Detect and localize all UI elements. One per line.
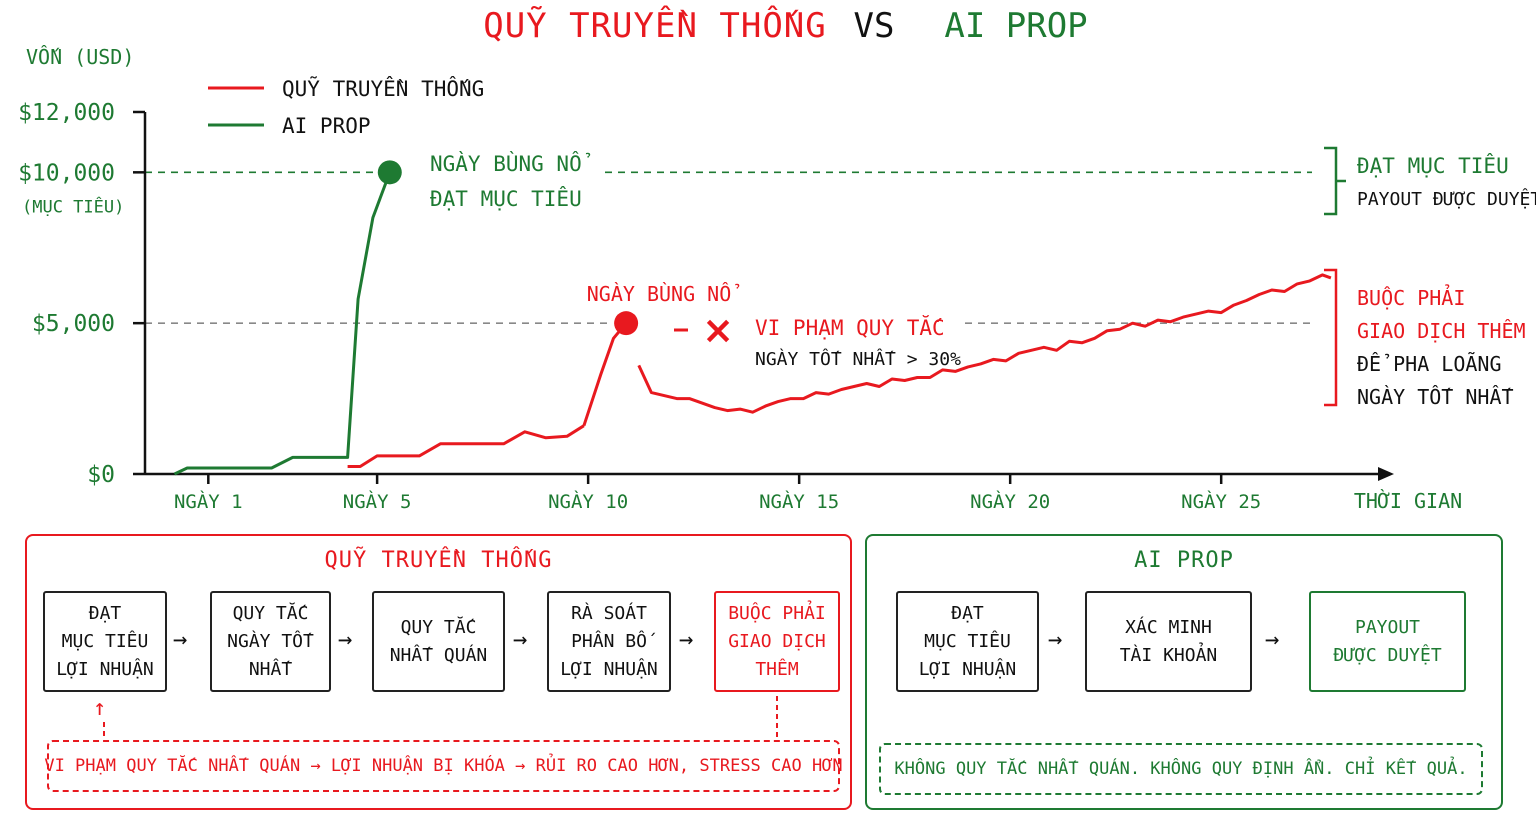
capital-chart: QUỸ TRUYỀN THỐNG VS AI PROP VỐN (USD) TH… — [18, 5, 1536, 513]
traditional-panel: QUỸ TRUYỀN THỐNG ĐẠT MỤC TIÊU LỢI NHUẬN … — [25, 534, 852, 810]
traditional-burst-point — [614, 311, 639, 336]
arrow-right-icon: → — [513, 625, 528, 653]
arrow-right-icon: → — [1265, 625, 1280, 653]
x-axis-arrowhead — [1378, 467, 1394, 481]
red-bracket — [1324, 268, 1338, 407]
y-tick-label: $0 — [87, 462, 115, 488]
violation-subannotation: NGÀY TỐT NHẤT > 30% — [755, 348, 961, 370]
y-tick-label: $10,000 — [18, 160, 115, 186]
y-axis-label: VỐN (USD) — [26, 45, 134, 69]
ai-step-2: XÁC MINH TÀI KHOẢN — [1085, 591, 1252, 692]
x-tick-label: NGÀY 15 — [759, 490, 839, 513]
traditional-series-line — [347, 424, 585, 468]
ai-panel: AI PROP ĐẠT MỤC TIÊU LỢI NHUẬN → XÁC MIN… — [865, 534, 1503, 810]
traditional-step-2: QUY TẮC NGÀY TỐT NHẤT — [210, 591, 331, 692]
right-red-line1: BUỘC PHẢI — [1357, 284, 1465, 310]
ai-burst-annotation-line1: NGÀY BÙNG NỔ — [430, 151, 591, 176]
title-ai-prop: AI PROP — [944, 6, 1087, 46]
violation-annotation: VI PHẠM QUY TẮC — [755, 315, 945, 340]
right-green-line2: PAYOUT ĐƯỢC DUYỆT — [1357, 188, 1536, 210]
x-tick-label: NGÀY 25 — [1181, 490, 1261, 513]
ai-series-line — [173, 171, 392, 476]
traditional-burst-annotation: NGÀY BÙNG NỔ — [587, 282, 740, 306]
ai-burst-annotation-line2: ĐẠT MỤC TIÊU — [430, 186, 582, 211]
ai-step-1: ĐẠT MỤC TIÊU LỢI NHUẬN — [896, 591, 1039, 692]
traditional-step-1: ĐẠT MỤC TIÊU LỢI NHUẬN — [43, 591, 167, 692]
right-red-line4: NGÀY TỐT NHẤT — [1357, 385, 1514, 409]
loop-connector — [103, 696, 778, 740]
y-tick-label: $5,000 — [32, 311, 115, 337]
ai-note: KHÔNG QUY TẮC NHẤT QUÁN. KHÔNG QUY ĐỊNH … — [879, 743, 1483, 795]
violation-cross-icon: × — [702, 308, 734, 352]
traditional-step-4: RÀ SOÁT PHÂN BỐ LỢI NHUẬN — [547, 591, 671, 692]
traditional-series-line — [637, 273, 1332, 414]
legend-label-traditional: QUỸ TRUYỀN THỐNG — [282, 75, 484, 101]
x-tick-label: NGÀY 20 — [970, 490, 1050, 513]
title-vs: VS — [854, 6, 895, 46]
ai-burst-point — [377, 160, 402, 185]
green-bracket — [1324, 146, 1346, 216]
arrow-right-icon: → — [338, 625, 353, 653]
x-tick-label: NGÀY 10 — [548, 490, 628, 513]
traditional-note: VI PHẠM QUY TẮC NHẤT QUÁN → LỢI NHUẬN BỊ… — [44, 740, 843, 792]
arrow-right-icon: → — [1048, 625, 1063, 653]
traditional-panel-title: QUỸ TRUYỀN THỐNG — [324, 548, 553, 573]
traditional-step-5: BUỘC PHẢI GIAO DỊCH THÊM — [714, 591, 840, 692]
x-axis-label: THỜI GIAN — [1354, 489, 1462, 513]
arrow-right-icon: → — [173, 625, 188, 653]
y-tick-label: $12,000 — [18, 100, 115, 126]
traditional-series-line — [582, 322, 628, 427]
right-red-line2: GIAO DỊCH THÊM — [1357, 319, 1526, 343]
ai-step-3: PAYOUT ĐƯỢC DUYỆT — [1309, 591, 1466, 692]
loop-up-arrow-icon: ↑ — [93, 696, 107, 721]
ai-panel-title: AI PROP — [1134, 548, 1234, 573]
y-tick-sublabel: (MỤC TIÊU) — [22, 195, 124, 217]
plot-area: $0 $5,000 $10,000 (MỤC TIÊU) $12,000 NGÀY 1 NG… — [18, 100, 1394, 513]
x-tick-label: NGÀY 5 — [343, 490, 412, 513]
arrow-right-icon: → — [679, 625, 694, 653]
legend-label-ai: AI PROP — [282, 114, 371, 138]
right-red-line3: ĐỂ PHA LOÃNG — [1357, 352, 1502, 376]
x-tick-label: NGÀY 1 — [174, 490, 243, 513]
traditional-step-3: QUY TẮC NHẤT QUÁN — [372, 591, 505, 692]
right-green-line1: ĐẠT MỤC TIÊU — [1357, 153, 1509, 178]
title-traditional: QUỸ TRUYỀN THỐNG — [483, 5, 827, 46]
